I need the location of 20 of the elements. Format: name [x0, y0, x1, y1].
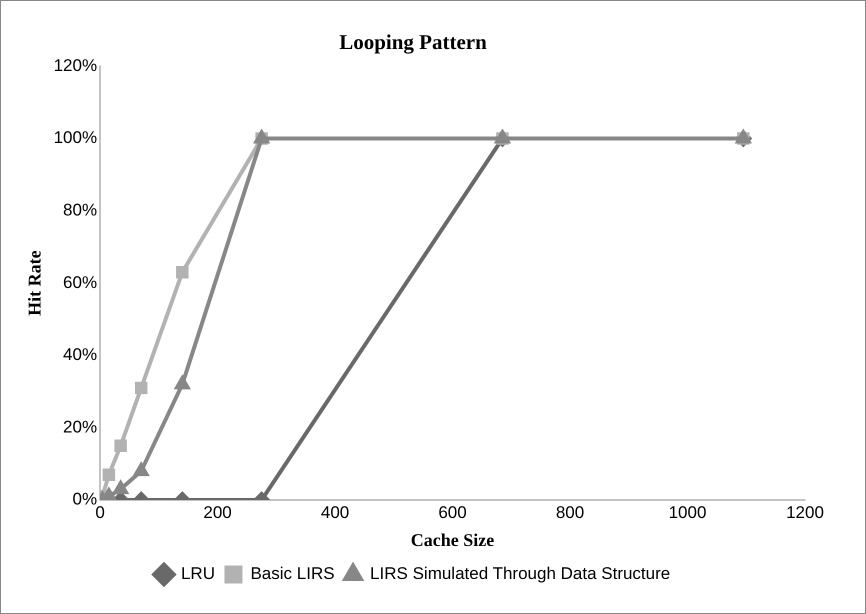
y-tick-label: 120%: [54, 56, 98, 75]
y-axis-title: Hit Rate: [24, 250, 44, 316]
y-tick-label: 60%: [63, 272, 98, 292]
x-tick-label: 0: [95, 502, 105, 522]
x-tick-label: 1000: [668, 502, 706, 522]
y-tick-label: 80%: [63, 200, 98, 220]
legend-label: Basic LIRS: [250, 564, 335, 584]
legend-label: LIRS Simulated Through Data Structure: [370, 564, 670, 584]
x-tick-label: 1200: [786, 502, 824, 522]
x-tick-label: 600: [438, 502, 467, 522]
y-tick-label: 0%: [72, 490, 98, 509]
x-axis-title: Cache Size: [410, 530, 494, 550]
x-tick-label: 400: [320, 502, 350, 522]
x-tick-label: 200: [203, 502, 232, 522]
y-tick-label: 100%: [54, 128, 98, 148]
x-tick-label: 800: [556, 502, 584, 522]
y-tick-label: 40%: [63, 345, 98, 364]
y-tick-label: 20%: [63, 417, 98, 436]
legend-label: LRU: [180, 564, 215, 584]
chart-title: Looping Pattern: [339, 30, 488, 54]
